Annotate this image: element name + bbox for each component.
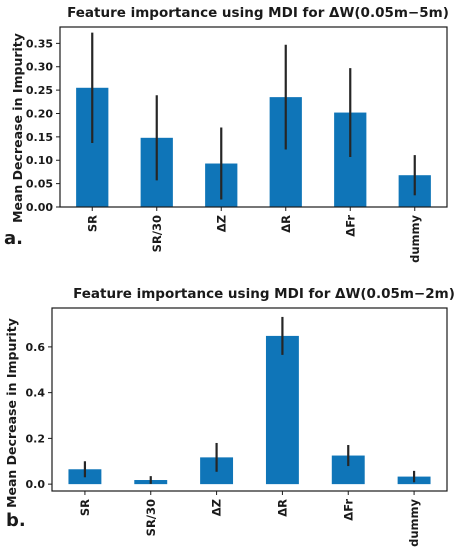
chart-a-ytick-label: 0.10	[26, 154, 53, 167]
chart-b-category-label: dummy	[407, 499, 421, 547]
chart-b-category-label: ΔZ	[210, 499, 224, 516]
chart-b-category-label: ΔFr	[341, 499, 355, 521]
chart-a-ytick-label: 0.15	[26, 131, 53, 144]
chart-a-category-label: SR	[85, 215, 99, 232]
chart-b-bar	[265, 335, 299, 485]
chart-a: 0.00 0.05 0.10 0.15 0.20 0.25 0.30 0.35 SR SR/30 Δ…	[26, 26, 448, 263]
chart-b-panel-label: b.	[6, 510, 26, 531]
chart-a-ytick-label: 0.00	[26, 201, 53, 214]
chart-b-category-label: SR/30	[144, 499, 158, 536]
chart-a-category-label: ΔZ	[214, 215, 228, 232]
chart-a-title: Feature importance using MDI for ΔW(0.05…	[67, 5, 449, 21]
chart-b-category-label: ΔR	[275, 499, 289, 517]
chart-b-plot-frame	[51, 307, 448, 492]
chart-a-ytick-label: 0.05	[26, 178, 53, 191]
chart-a-ytick-label: 0.30	[26, 61, 53, 74]
chart-a-plot-frame	[59, 26, 448, 208]
chart-b-ytick-label: 0.0	[26, 478, 46, 491]
chart-a-panel-label: a.	[4, 228, 23, 249]
chart-b-ylabel: Mean Decrease in Impurity	[4, 318, 19, 508]
chart-a-category-label: SR/30	[150, 215, 164, 252]
chart-a-category-label: ΔR	[279, 215, 293, 233]
chart-a-category-label: ΔFr	[343, 215, 357, 237]
chart-a-ytick-label: 0.20	[26, 107, 53, 120]
chart-b-category-label: SR	[78, 499, 92, 516]
chart-a-ytick-label: 0.35	[26, 37, 53, 50]
chart-b-ytick-label: 0.4	[26, 387, 46, 400]
chart-b: 0.0 0.2 0.4 0.6 SR SR/30 ΔZ ΔR ΔFr dummy	[26, 307, 448, 547]
chart-b-title: Feature importance using MDI for ΔW(0.05…	[73, 286, 455, 302]
chart-a-ytick-label: 0.25	[26, 84, 53, 97]
chart-a-ylabel: Mean Decrease in Impurity	[10, 33, 25, 223]
chart-b-ytick-label: 0.6	[26, 341, 46, 354]
chart-b-ytick-label: 0.2	[26, 432, 46, 445]
chart-a-category-label: dummy	[408, 215, 422, 263]
